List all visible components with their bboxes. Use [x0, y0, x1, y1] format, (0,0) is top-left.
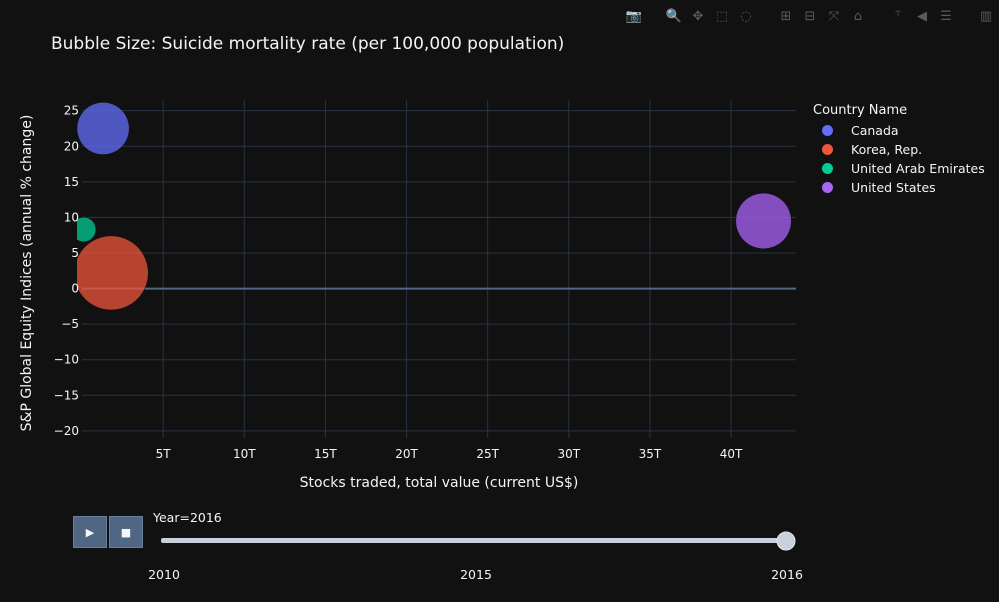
y-tick-label: −5: [61, 317, 79, 331]
y-tick-label: −15: [54, 388, 79, 402]
legend-item[interactable]: Canada: [822, 121, 899, 139]
x-tick-label: 20T: [395, 447, 418, 461]
legend-label: Korea, Rep.: [851, 141, 923, 157]
legend-marker: [822, 143, 833, 155]
slider-current-value: Year=2016: [153, 510, 222, 525]
legend-label: United States: [851, 179, 936, 195]
legend-marker: [822, 181, 833, 193]
slider-tick-2015: 2015: [460, 567, 492, 582]
box-select-icon[interactable]: ⬚: [715, 9, 729, 24]
play-button[interactable]: ▶: [73, 516, 107, 548]
pan-icon[interactable]: ✥: [692, 9, 704, 24]
zoom-out-icon[interactable]: ⊟: [804, 9, 816, 24]
plotly-logo-icon[interactable]: ▥: [979, 9, 993, 24]
y-tick-label: 25: [64, 104, 79, 118]
x-axis-label: Stocks traded, total value (current US$): [300, 475, 579, 491]
modebar: 📷 🔍 ✥ ⬚ ◌ ⊞ ⊟ ⤧ ⌂ ⸆ ◀ ☰ ▥: [625, 8, 995, 26]
chart-title: Bubble Size: Suicide mortality rate (per…: [51, 34, 565, 54]
y-tick-label: 5: [71, 246, 79, 260]
legend-label: Canada: [851, 122, 899, 138]
legend-marker: [822, 124, 833, 136]
spike-lines-icon[interactable]: ⸆: [894, 9, 902, 24]
zoom-icon[interactable]: 🔍: [665, 9, 683, 24]
hover-closest-icon[interactable]: ◀: [917, 9, 927, 24]
bubble-united-arab-emirates[interactable]: [71, 217, 97, 243]
bubble-united-states[interactable]: [735, 192, 792, 250]
x-tick-label: 25T: [476, 447, 499, 461]
x-tick-label: 30T: [558, 447, 581, 461]
y-tick-label: 15: [64, 175, 79, 189]
lasso-icon[interactable]: ◌: [740, 9, 752, 24]
x-tick-label: 5T: [156, 447, 172, 461]
zoom-in-icon[interactable]: ⊞: [780, 9, 792, 24]
y-tick-label: 20: [64, 139, 79, 153]
slider-tick-2010: 2010: [148, 567, 180, 582]
autoscale-icon[interactable]: ⤧: [828, 9, 840, 24]
bubble-korea-rep[interactable]: [74, 235, 149, 311]
y-tick-label: 0: [71, 282, 79, 296]
legend-item[interactable]: United Arab Emirates: [822, 159, 985, 177]
y-axis-label: S&P Global Equity Indices (annual % chan…: [19, 115, 35, 432]
slider-tick-2016: 2016: [771, 567, 803, 582]
bubble-canada[interactable]: [77, 102, 130, 155]
legend-title: Country Name: [813, 103, 908, 118]
x-tick-label: 15T: [314, 447, 337, 461]
x-tick-label: 40T: [720, 447, 743, 461]
x-tick-labels: 5T 10T 15T 20T 25T 30T 35T 40T: [156, 447, 743, 461]
reset-axes-icon[interactable]: ⌂: [853, 9, 863, 24]
legend-item[interactable]: United States: [822, 178, 936, 196]
slider-rail[interactable]: [161, 538, 794, 543]
y-tick-label: −10: [54, 353, 79, 367]
camera-icon[interactable]: 📷: [625, 9, 643, 24]
grid-lines: [82, 100, 796, 438]
x-tick-label: 10T: [233, 447, 256, 461]
x-tick-label: 35T: [639, 447, 662, 461]
legend-label: United Arab Emirates: [851, 160, 985, 176]
hover-compare-icon[interactable]: ☰: [940, 9, 952, 24]
y-tick-label: 10: [64, 210, 79, 224]
legend-marker: [822, 162, 833, 174]
y-tick-labels: −20 −15 −10 −5 0 5 10 15 20 25: [54, 104, 79, 438]
y-tick-label: −20: [54, 424, 79, 438]
stop-button[interactable]: ■: [109, 516, 143, 548]
legend-item[interactable]: Korea, Rep.: [822, 140, 922, 158]
slider-handle[interactable]: [776, 531, 796, 551]
